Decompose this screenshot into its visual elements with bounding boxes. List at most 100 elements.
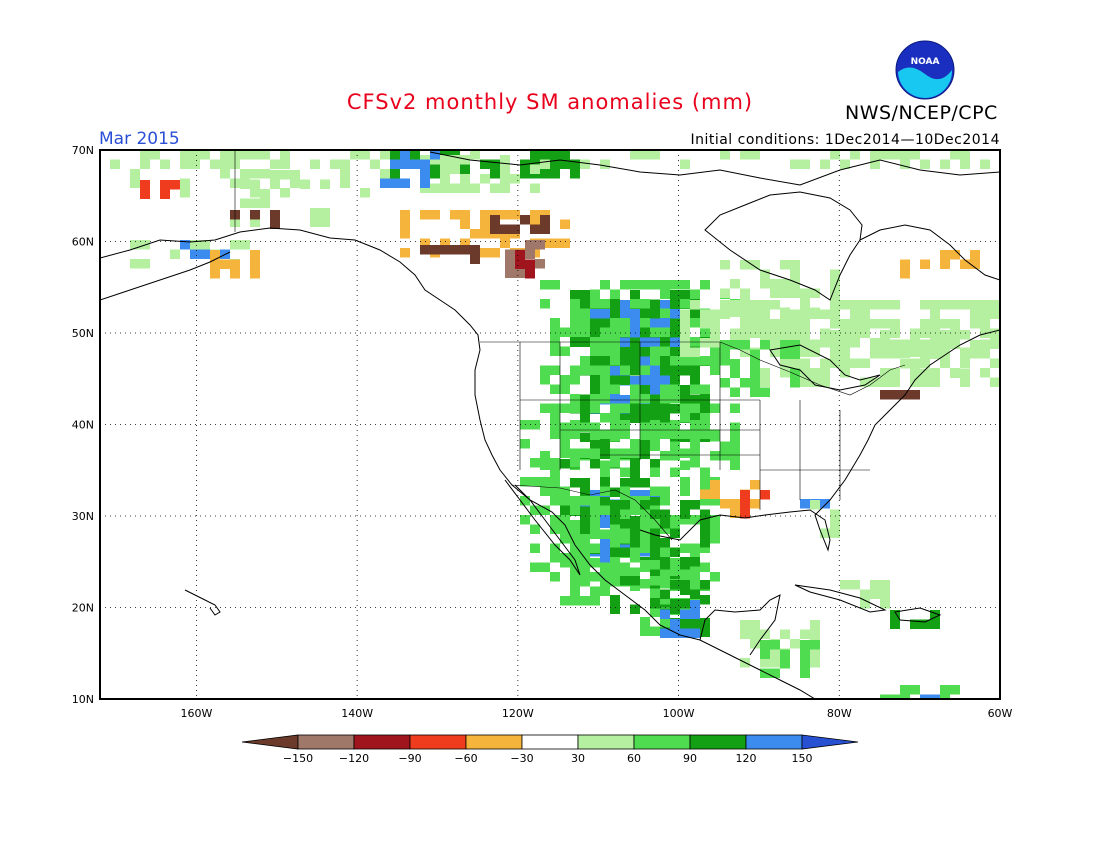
anomaly-cell	[930, 330, 940, 340]
anomaly-cell	[820, 377, 830, 387]
anomaly-cell	[590, 558, 600, 568]
anomaly-cell	[680, 618, 690, 628]
anomaly-cell	[430, 155, 440, 165]
anomaly-cell	[640, 560, 650, 570]
anomaly-cell	[160, 189, 170, 199]
anomaly-cell	[550, 365, 560, 375]
anomaly-cell	[830, 509, 840, 519]
anomaly-cell	[580, 487, 590, 497]
anomaly-cell	[540, 505, 550, 515]
anomaly-cell	[620, 375, 630, 385]
state-lines	[519, 342, 870, 510]
anomaly-cell	[550, 280, 560, 290]
anomaly-cell	[600, 365, 610, 375]
anomaly-cell	[240, 198, 250, 208]
anomaly-cell	[570, 539, 580, 549]
anomaly-cell	[540, 403, 550, 413]
anomaly-cell	[740, 620, 750, 630]
anomaly-cell	[590, 394, 600, 404]
anomaly-cell	[940, 159, 950, 169]
anomaly-cell	[820, 309, 830, 319]
anomaly-cell	[740, 307, 750, 317]
anomaly-cell	[570, 553, 580, 563]
anomaly-cell	[650, 547, 660, 557]
anomaly-cell	[190, 150, 200, 160]
anomaly-cell	[670, 604, 680, 614]
anomaly-cell	[740, 319, 750, 329]
anomaly-cell	[320, 208, 330, 218]
anomaly-cell	[230, 259, 240, 269]
anomaly-cell	[650, 509, 660, 519]
anomaly-cell	[650, 607, 660, 617]
anomaly-cell	[580, 567, 590, 577]
anomaly-cell	[920, 319, 930, 329]
anomaly-cell	[830, 319, 840, 329]
anomaly-cell	[890, 349, 900, 359]
anomaly-cell	[650, 566, 660, 576]
anomaly-cell	[570, 375, 580, 385]
anomaly-cell	[650, 299, 660, 309]
anomaly-cell	[460, 174, 470, 184]
anomaly-cell	[440, 174, 450, 184]
anomaly-cell	[690, 429, 700, 439]
anomaly-cell	[890, 619, 900, 629]
anomaly-cell	[520, 477, 530, 487]
anomaly-cell	[560, 534, 570, 544]
anomaly-cell	[200, 249, 210, 259]
anomaly-cell	[820, 358, 830, 368]
anomaly-cell	[520, 169, 530, 179]
anomaly-cell	[580, 327, 590, 337]
anomaly-cell	[630, 496, 640, 506]
anomaly-cell	[720, 451, 730, 461]
anomaly-cell	[650, 588, 660, 598]
anomaly-cell	[660, 617, 670, 627]
anomaly-cell	[600, 440, 610, 450]
anomaly-cell	[840, 338, 850, 348]
anomaly-cell	[660, 404, 670, 414]
anomaly-cell	[640, 440, 650, 450]
anomaly-cell	[270, 159, 280, 169]
anomaly-cell	[400, 150, 410, 160]
anomaly-cell	[820, 159, 830, 169]
anomaly-cell	[610, 539, 620, 549]
anomaly-cell	[580, 496, 590, 506]
anomaly-cell	[470, 183, 480, 193]
anomaly-cell	[680, 500, 690, 510]
anomaly-cell	[610, 327, 620, 337]
anomaly-cell	[440, 183, 450, 193]
anomaly-cell	[940, 250, 950, 260]
anomaly-cell	[660, 413, 670, 423]
anomaly-cell	[900, 159, 910, 169]
anomaly-cell	[580, 318, 590, 328]
anomaly-cell	[550, 238, 560, 248]
anomaly-cell	[670, 441, 680, 451]
anomaly-cell	[550, 169, 560, 179]
anomaly-cell	[670, 547, 680, 557]
anomaly-cell	[690, 500, 700, 510]
anomaly-cell	[670, 567, 680, 577]
anomaly-cell	[570, 478, 580, 488]
anomaly-cell	[770, 347, 780, 357]
anomaly-cell	[890, 694, 900, 699]
anomaly-cell	[420, 183, 430, 193]
anomaly-cell	[470, 229, 480, 239]
anomaly-cell	[530, 224, 540, 234]
anomaly-cell	[840, 159, 850, 169]
anomaly-cell	[890, 300, 900, 310]
anomaly-cell	[240, 169, 250, 179]
anomaly-cell	[530, 477, 540, 487]
anomaly-cell	[760, 307, 770, 317]
anomaly-cell	[570, 448, 580, 458]
anomaly-cell	[600, 449, 610, 459]
anomaly-cell	[580, 548, 590, 558]
anomaly-cell	[570, 496, 580, 506]
anomaly-cell	[560, 219, 570, 229]
anomaly-cell	[690, 318, 700, 328]
anomaly-cell	[680, 509, 690, 519]
anomaly-cell	[680, 557, 690, 567]
anomaly-cell	[350, 150, 360, 160]
legend-label: 30	[571, 752, 585, 765]
anomaly-cell	[790, 349, 800, 359]
anomaly-cell	[740, 490, 750, 500]
anomaly-cell	[620, 448, 630, 458]
